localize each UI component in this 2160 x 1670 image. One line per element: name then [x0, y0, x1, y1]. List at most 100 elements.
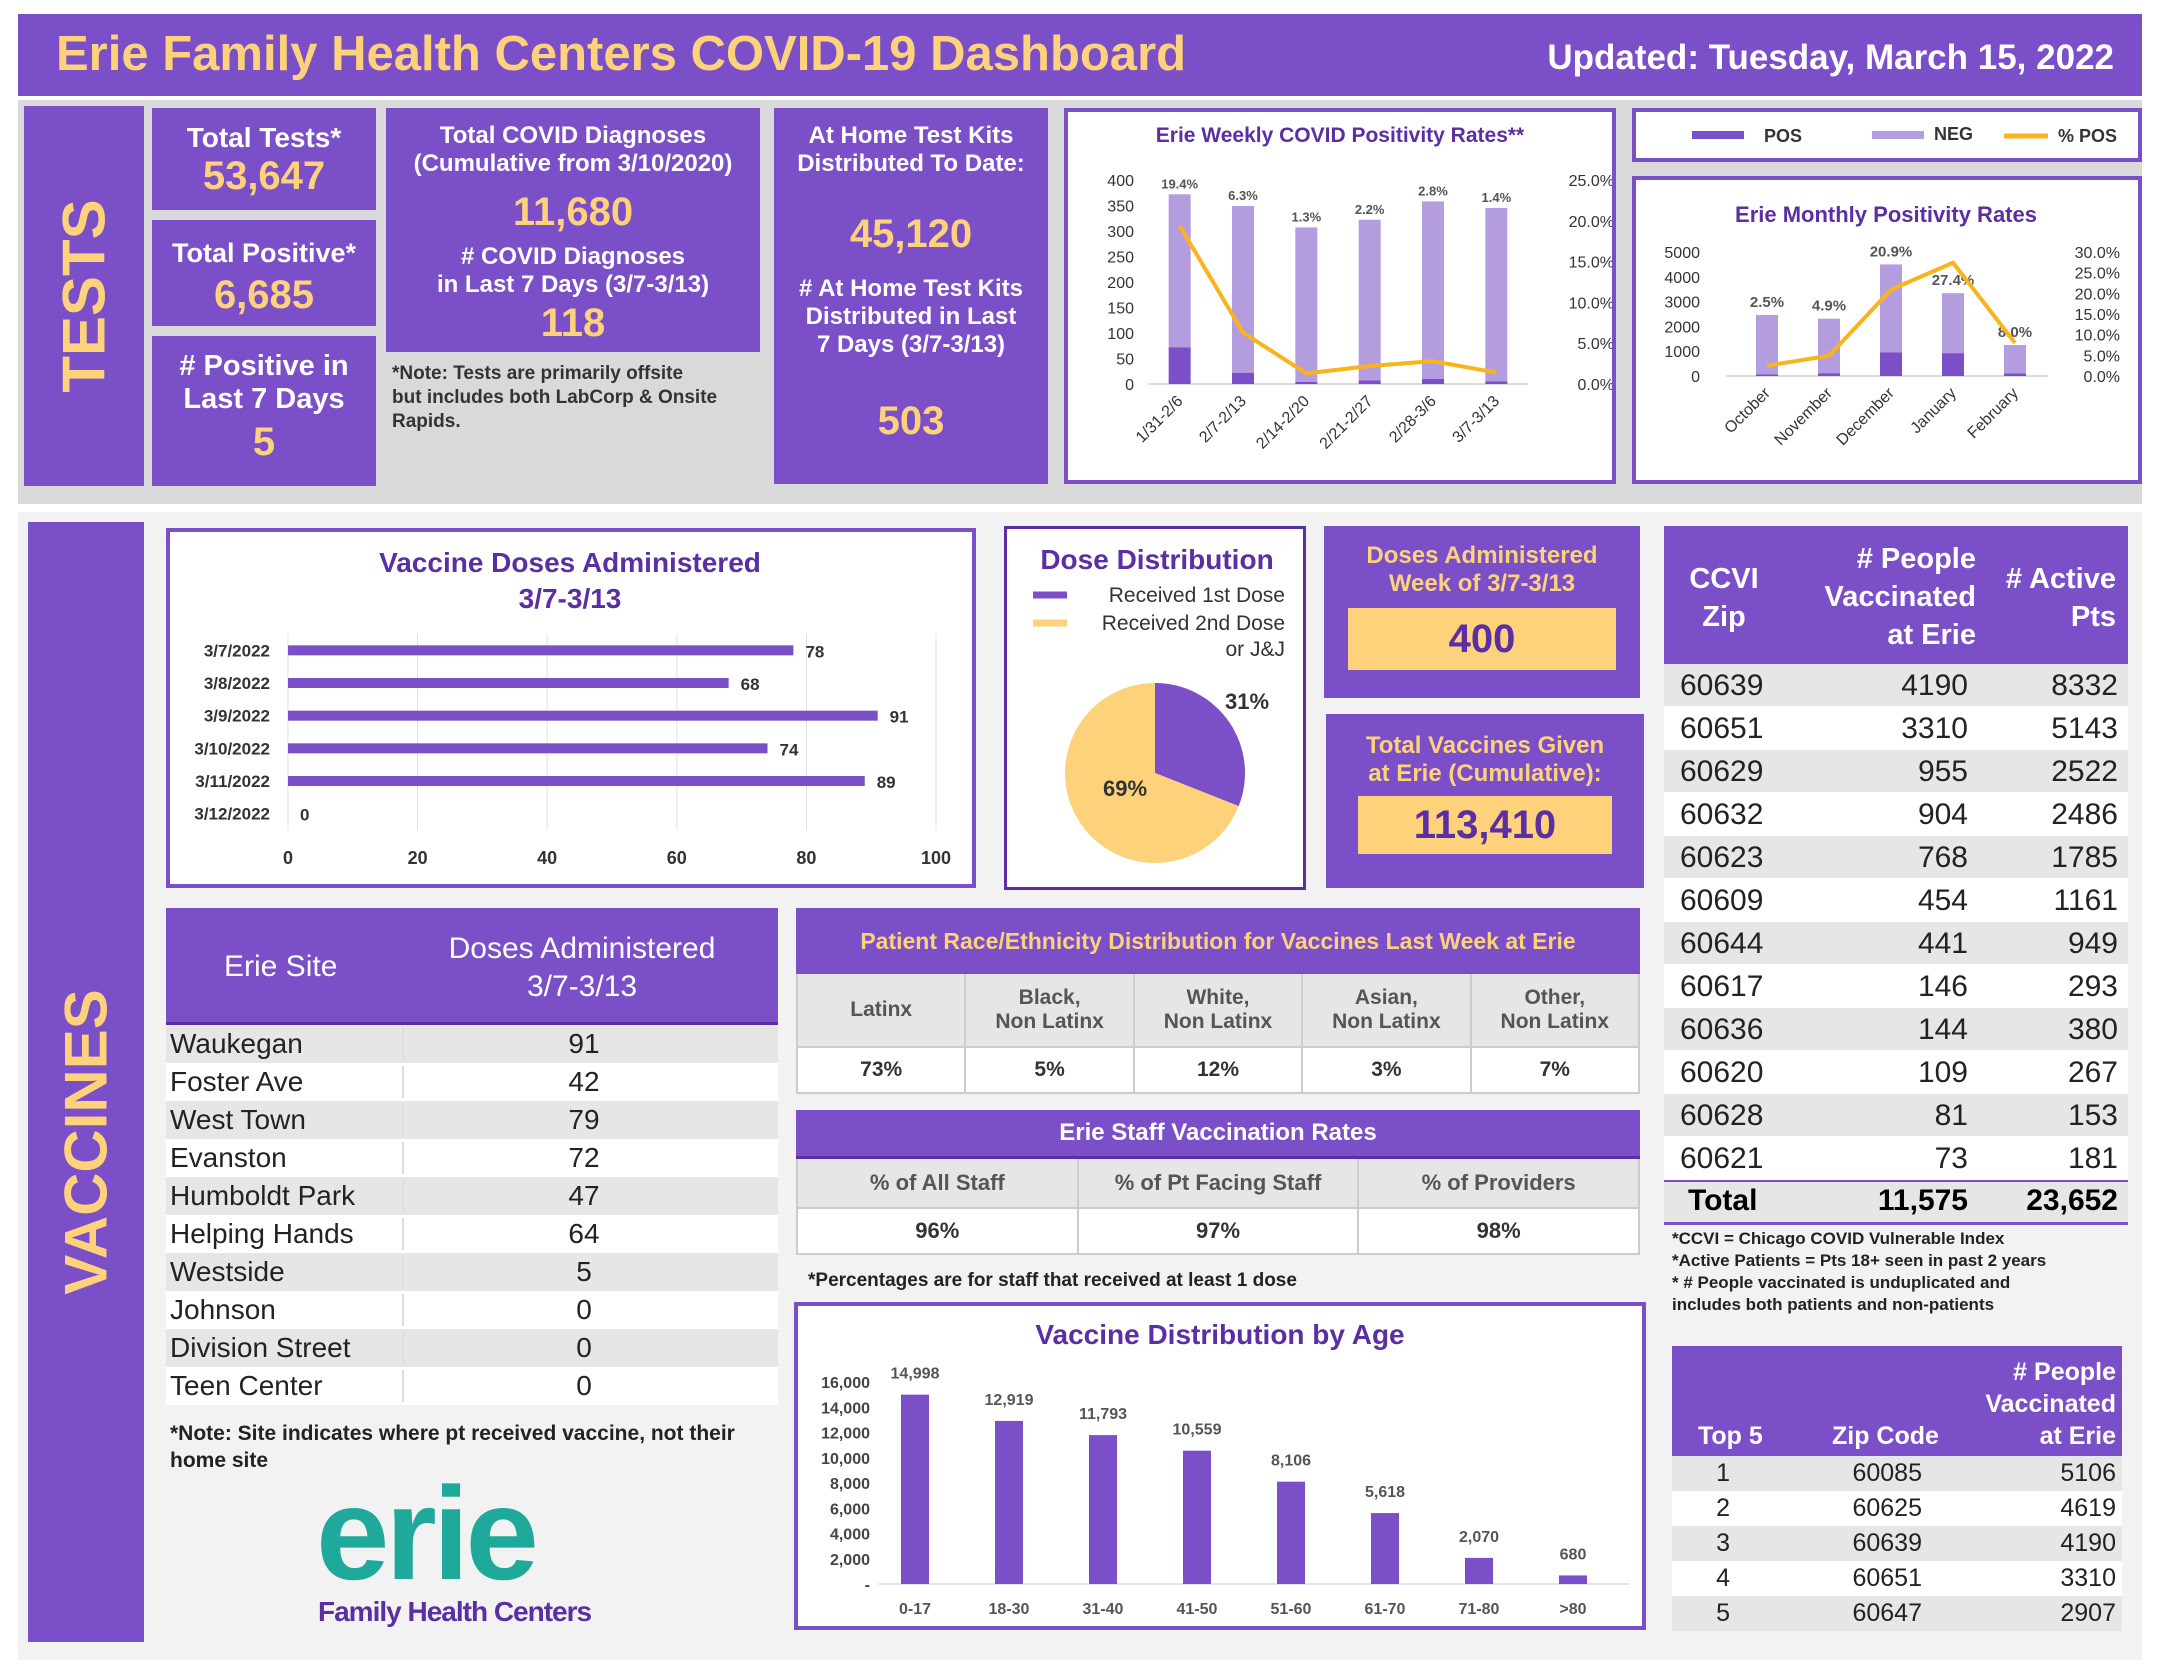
doses-subtitle: 3/7-3/13 — [519, 583, 622, 614]
age-xtick: 71-80 — [1459, 1601, 1500, 1618]
monthly-data-label: 20.9% — [1870, 243, 1913, 260]
monthly-y2tick: 30.0% — [2075, 245, 2120, 262]
tests-side-label: TESTS — [50, 199, 118, 393]
age-data-label: 11,793 — [1079, 1406, 1127, 1423]
erie-logo-word: erie — [316, 1460, 539, 1607]
weekly-chart-panel: Erie Weekly COVID Positivity Rates** 0 50 1… — [1064, 108, 1616, 484]
ccvi-active: 1785 — [2051, 841, 2118, 874]
total-given-label-2: at Erie (Cumulative): — [1368, 760, 1602, 787]
chart-legend-svg: POS NEG % POS — [1692, 124, 2117, 146]
monthly-chart: Erie Monthly Positivity Rates 0 1000 2000 30… — [1664, 202, 2120, 449]
ccvi-people: 955 — [1917, 755, 1968, 788]
top5-people: 4619 — [2060, 1494, 2116, 1522]
top5-zip: 60639 — [1852, 1529, 1922, 1557]
race-value-cell: 12% — [1134, 1048, 1304, 1094]
staff-header-cell: % of Pt Facing Staff — [1078, 1159, 1360, 1209]
table-row: 4 60651 3310 — [1672, 1561, 2122, 1596]
ccvi-active: 8332 — [2051, 669, 2118, 702]
ccvi-header-zip: CCVI Zip — [1678, 560, 1770, 636]
monthly-y2tick: 10.0% — [2075, 328, 2120, 345]
ccvi-header-people: # People Vaccinated at Erie — [1790, 540, 1976, 654]
staff-value-cell: 96% — [798, 1209, 1079, 1255]
total-tests-card: Total Tests* 53,647 — [152, 108, 376, 210]
top5-rank: 3 — [1716, 1529, 1730, 1557]
legend-pos-swatch — [1692, 131, 1744, 139]
ccvi-people: 109 — [1917, 1056, 1968, 1089]
ccvi-total-label: Total — [1688, 1184, 1758, 1217]
site-doses: 0 — [402, 1294, 764, 1326]
doses-chart: Vaccine Doses Administered 3/7-3/13 0 20 40 6… — [194, 547, 951, 868]
table-row: 60623 768 1785 — [1664, 836, 2128, 879]
ccvi-active: 2522 — [2051, 755, 2118, 788]
home-label-1: At Home Test Kits — [808, 122, 1014, 149]
race-header-l2: Non Latinx — [995, 1010, 1104, 1033]
race-value-cell: 73% — [798, 1048, 967, 1094]
top5-header-rank: Top 5 — [1698, 1422, 1763, 1450]
doses-ytick: 3/8/2022 — [204, 674, 270, 693]
age-xtick: >80 — [1559, 1601, 1586, 1618]
monthly-title: Erie Monthly Positivity Rates — [1735, 202, 2037, 227]
ccvi-zip: 60617 — [1680, 970, 1764, 1003]
race-header-cell: Latinx — [798, 974, 967, 1048]
top5-table: Top 5 Zip Code # People Vaccinated at Er… — [1672, 1346, 2122, 1631]
table-row: Foster Ave 42 — [166, 1063, 778, 1101]
tests-side-label-box: TESTS — [24, 106, 144, 486]
age-ytick: 16,000 — [821, 1375, 870, 1392]
age-bar — [995, 1420, 1023, 1584]
updated-date: Updated: Tuesday, March 15, 2022 — [1547, 38, 2114, 77]
home-label-2: Distributed To Date: — [797, 150, 1025, 177]
race-header-l1: Other, — [1524, 986, 1586, 1009]
monthly-neg-bar — [1942, 293, 1964, 354]
age-bar — [1089, 1435, 1117, 1584]
diagnoses-value: 11,680 — [512, 190, 634, 234]
vaccines-side-label: VACCINES — [52, 989, 120, 1295]
age-bar — [901, 1394, 929, 1584]
monthly-xtick: February — [1965, 385, 2022, 442]
tests-note-3: Rapids. — [392, 411, 461, 432]
race-header-l1: White, — [1186, 986, 1250, 1009]
tests-note-2: but includes both LabCorp & Onsite — [392, 387, 718, 408]
ccvi-header-people-3: at Erie — [1887, 619, 1976, 651]
age-xtick: 41-50 — [1177, 1601, 1218, 1618]
monthly-data-label: 4.9% — [1812, 298, 1846, 315]
doses-ytick: 3/12/2022 — [194, 805, 270, 824]
doses-title: Vaccine Doses Administered — [379, 547, 761, 578]
ccvi-people: 768 — [1917, 841, 1968, 874]
age-bar — [1277, 1481, 1305, 1584]
monthly-neg-bar — [1880, 264, 1902, 353]
age-ytick: 4,000 — [830, 1527, 870, 1544]
race-header-cell: White, Non Latinx — [1134, 974, 1304, 1048]
site-doses: 42 — [402, 1066, 764, 1098]
race-header-l2: Non Latinx — [1332, 1010, 1441, 1033]
top5-zip: 60651 — [1852, 1564, 1922, 1592]
top5-header-people-1: # People — [2013, 1358, 2116, 1386]
tests-note: *Note: Tests are primarily offsite but i… — [392, 362, 762, 434]
age-bar — [1183, 1450, 1211, 1584]
ccvi-total-row: Total 11,575 23,652 — [1664, 1180, 2128, 1225]
pie-slice-first — [1155, 683, 1245, 807]
legend-neg-swatch — [1872, 131, 1924, 139]
sites-header-doses-1: Doses Administered — [448, 932, 716, 965]
doses-ytick: 3/9/2022 — [204, 707, 270, 726]
weekly-pct-line — [1177, 224, 1497, 376]
monthly-pos-bar — [1818, 373, 1840, 376]
race-header-l2: Non Latinx — [1163, 1010, 1273, 1033]
doses-bar — [288, 678, 729, 688]
age-ytick: 10,000 — [821, 1451, 870, 1468]
doses-bar-label: 91 — [890, 708, 909, 727]
age-ytick: - — [865, 1577, 870, 1594]
monthly-pos-bar — [2004, 373, 2026, 376]
weekly-ytick: 50 — [1116, 352, 1134, 369]
ccvi-people: 454 — [1917, 884, 1968, 917]
ccvi-header-active-1: # Active — [2005, 563, 2116, 595]
legend-neg-label: NEG — [1934, 124, 1973, 144]
site-name: Waukegan — [170, 1028, 303, 1059]
pie-chart: Dose Distribution Received 1st Dose Receiv… — [1033, 544, 1285, 863]
sites-rows: Waukegan 91 Foster Ave 42 West Town 79 Evansto… — [166, 1025, 778, 1405]
weekly-pos-bar — [1358, 380, 1381, 384]
site-name: Teen Center — [170, 1370, 323, 1401]
age-ytick: 6,000 — [830, 1501, 870, 1518]
weekly-neg-bar — [1168, 194, 1191, 348]
monthly-neg-bar — [1756, 314, 1778, 375]
pie-legend-second: Received 2nd Dose — [1102, 612, 1285, 635]
